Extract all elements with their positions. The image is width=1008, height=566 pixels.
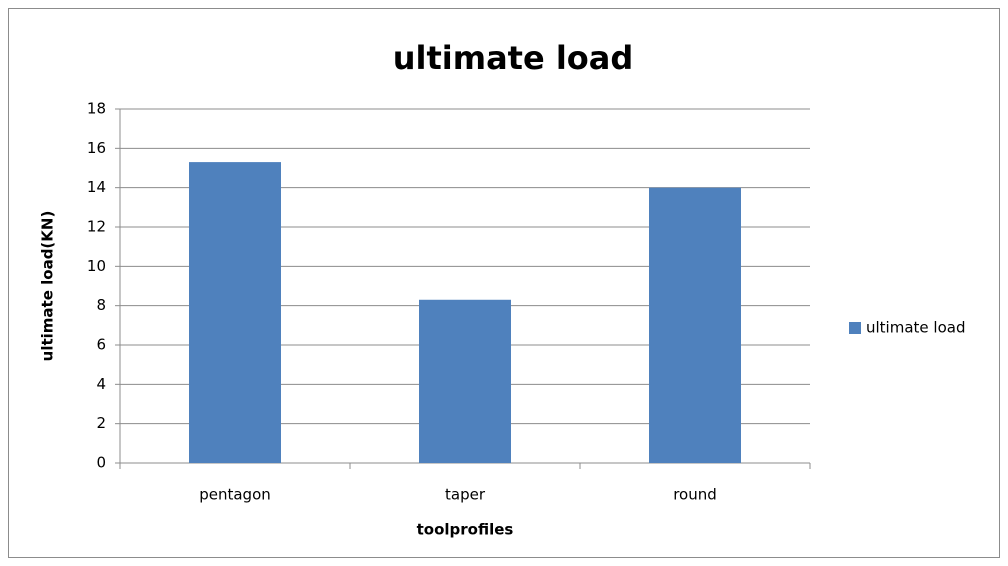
y-tick-label: 8	[96, 296, 106, 314]
y-tick-label: 16	[87, 139, 106, 157]
legend-swatch	[849, 322, 861, 334]
y-tick-label: 6	[96, 336, 106, 354]
y-tick-label: 14	[87, 178, 106, 196]
y-tick-label: 0	[96, 454, 106, 472]
bar	[649, 187, 741, 463]
y-tick-label: 18	[87, 100, 106, 118]
x-tick-label: pentagon	[199, 486, 271, 504]
y-axis-label: ultimate load(KN)	[39, 211, 57, 362]
legend-label: ultimate load	[866, 319, 965, 337]
x-tick-label: round	[673, 486, 717, 504]
x-axis-label: toolprofiles	[417, 521, 514, 539]
chart-frame	[8, 8, 1000, 558]
y-tick-label: 2	[96, 414, 106, 432]
x-tick-label: taper	[445, 486, 486, 504]
chart-title: ultimate load	[393, 39, 634, 77]
y-tick-label: 12	[87, 218, 106, 236]
y-tick-label: 10	[87, 257, 106, 275]
y-tick-label: 4	[96, 375, 106, 393]
bar	[419, 299, 511, 463]
bar	[189, 162, 281, 463]
